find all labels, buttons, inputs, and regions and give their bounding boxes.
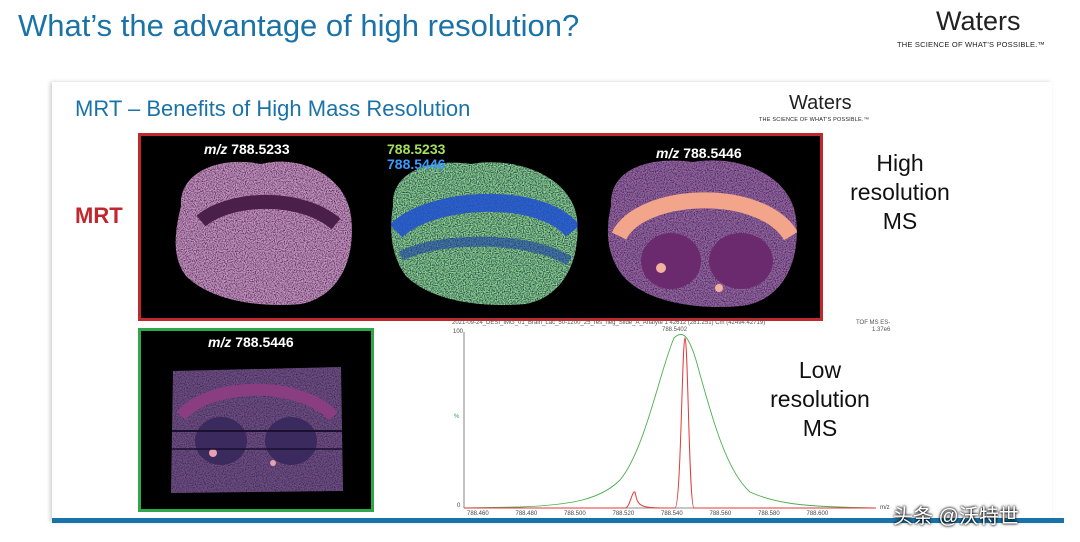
waters-tagline: THE SCIENCE OF WHAT'S POSSIBLE.™ (897, 40, 1046, 49)
high-resolution-images (175, 160, 797, 307)
low-resolution-panel: m/z 788.5446 (138, 328, 374, 512)
low-resolution-trace (463, 333, 877, 509)
watermark: 头条 @沃特世 (893, 506, 1019, 528)
x-axis-tick: 788.460 (467, 511, 489, 517)
page-title: What’s the advantage of high resolution? (18, 8, 580, 43)
x-axis-tick: 788.560 (709, 511, 732, 517)
mrt-image-1-label: m/z 788.5233 (204, 141, 290, 157)
low-resolution-label: Low resolution MS (770, 357, 870, 441)
mrt-image-3-label: m/z 788.5446 (656, 145, 742, 161)
x-axis-tick: 788.580 (758, 511, 780, 517)
x-axis-unit: m/z (880, 505, 890, 511)
x-axis-tick: 788.600 (806, 511, 829, 517)
low-resolution-image (171, 367, 343, 493)
x-axis-tick: 788.520 (612, 511, 635, 517)
mrt-image-2 (391, 162, 578, 306)
x-axis-tick: 788.500 (564, 511, 586, 517)
spectrum-peak-label: 788.5402 (662, 327, 688, 333)
slide-waters-tagline: THE SCIENCE OF WHAT'S POSSIBLE.™ (759, 117, 870, 123)
x-axis-tick: 788.540 (661, 511, 683, 517)
mrt-label: MRT (75, 203, 123, 228)
slide-waters-logo: Waters (789, 92, 852, 114)
high-resolution-panel: m/z 788.5233 788.5233 788.5446 m/z 788.5… (138, 133, 823, 321)
high-resolution-trace (464, 337, 876, 509)
high-resolution-label: High resolution MS (850, 150, 950, 234)
y-axis-percent: % (454, 414, 460, 420)
low-resolution-image-label: m/z 788.5446 (208, 334, 294, 350)
spectrum-intensity: 1.37e6 (872, 327, 891, 333)
waters-logo: Waters (936, 6, 1021, 36)
mrt-image-3 (607, 160, 797, 307)
mass-spectrum-chart (463, 332, 877, 509)
slide-bottom-bar (52, 518, 1064, 523)
spectrum-mode-label: TOF MS ES- (856, 320, 891, 326)
slide-title: MRT – Benefits of High Mass Resolution (75, 96, 471, 121)
mrt-image-2-label-a: 788.5233 (387, 141, 446, 157)
spectrum-header: 2021-09-24_DESI_IMG_01_Brain_Lac_50-1200… (452, 320, 766, 326)
x-axis-tick: 788.480 (515, 511, 538, 517)
y-axis-zero: 0 (457, 503, 461, 509)
mrt-image-1 (175, 161, 352, 306)
y-axis-top: 100 (453, 329, 464, 335)
mrt-image-2-label-b: 788.5446 (387, 156, 446, 172)
